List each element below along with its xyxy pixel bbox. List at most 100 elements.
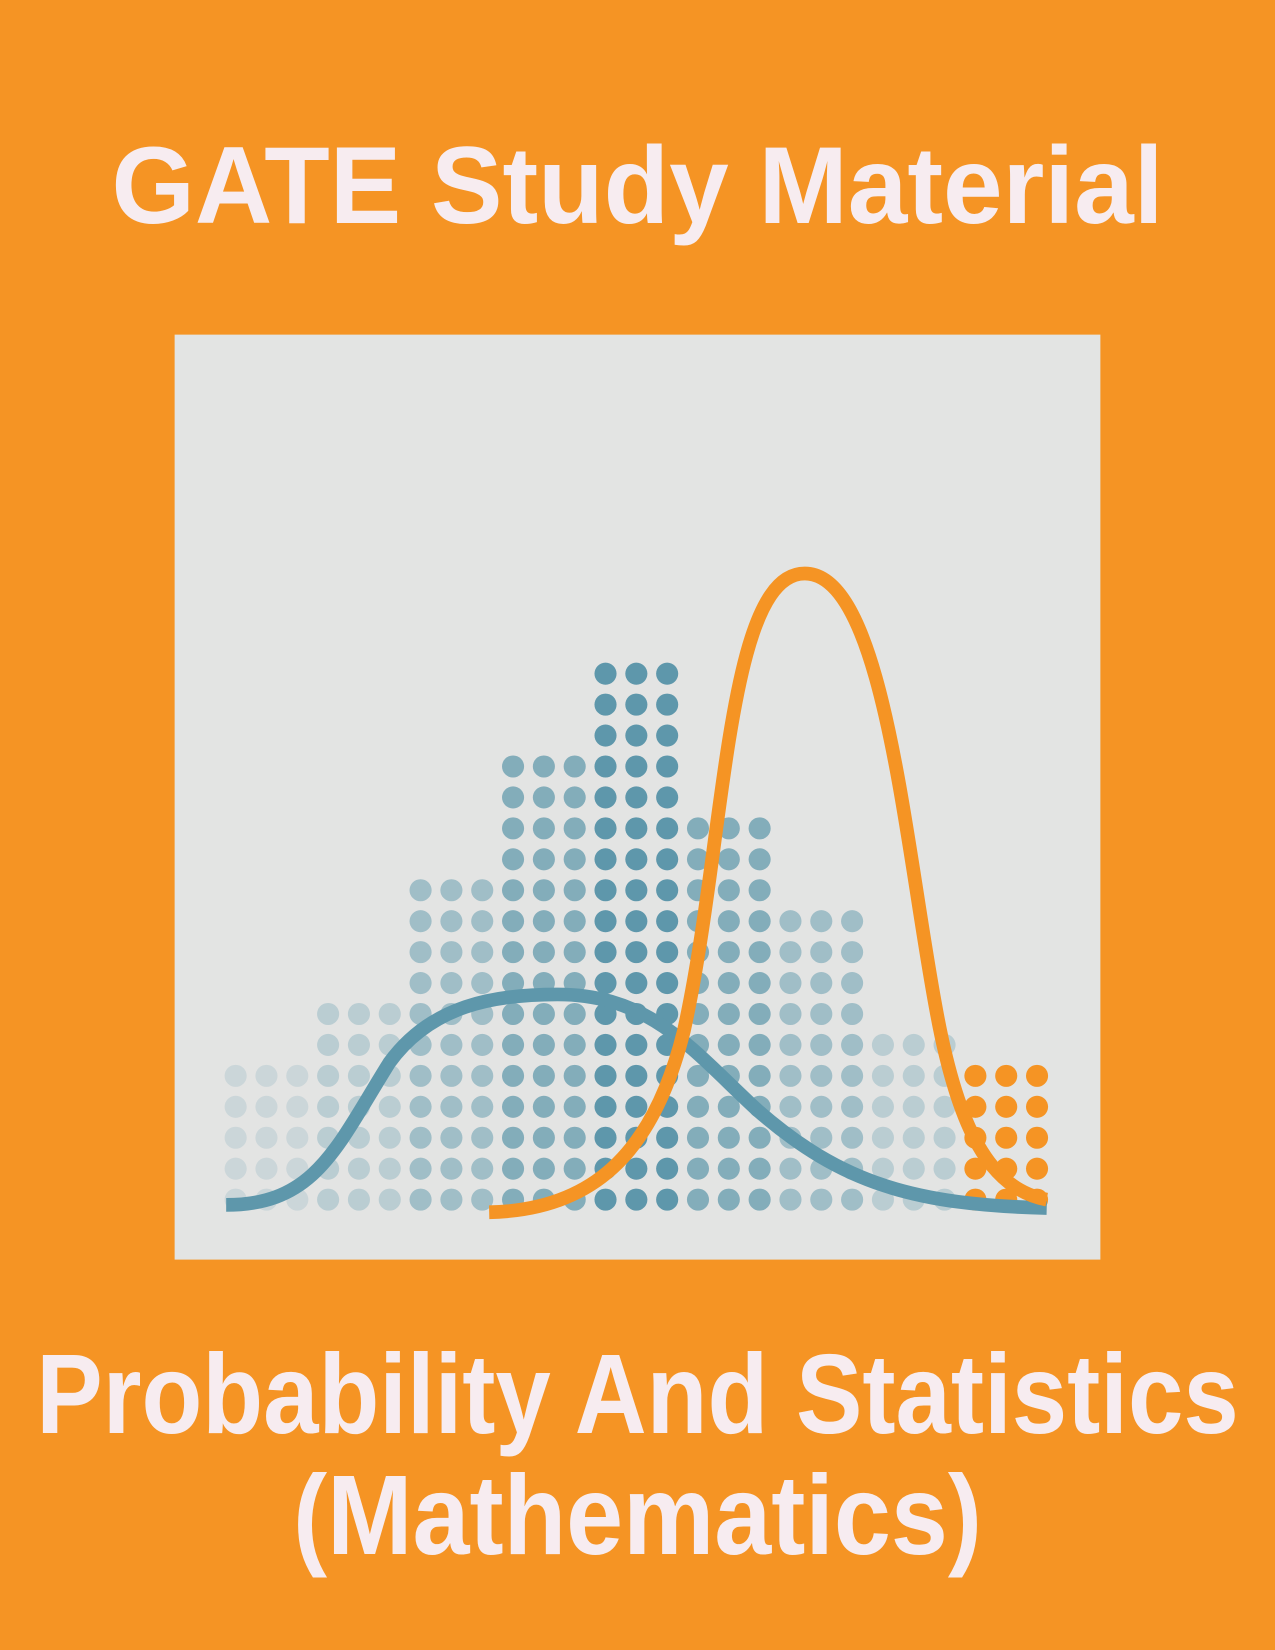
dot (502, 941, 525, 964)
dot (779, 1188, 802, 1211)
dot (656, 941, 679, 964)
dot (748, 848, 771, 871)
dot (347, 1064, 370, 1087)
dot (409, 1188, 432, 1211)
dot (224, 1126, 247, 1149)
dot (686, 1126, 710, 1149)
dot (255, 1095, 278, 1118)
dot (502, 817, 525, 840)
dot (717, 1157, 740, 1180)
dot (594, 755, 617, 778)
dot (378, 1002, 401, 1026)
dot (317, 1002, 340, 1026)
dot (748, 941, 771, 964)
dot (656, 755, 679, 778)
dot (748, 1002, 771, 1026)
dot (378, 1095, 401, 1118)
dot (656, 848, 679, 871)
dot (594, 848, 617, 871)
dot (686, 1188, 710, 1211)
dot (717, 1188, 740, 1211)
dot (748, 879, 771, 902)
dot (625, 910, 648, 933)
dot (440, 972, 463, 995)
dot (317, 1064, 340, 1087)
dot (378, 1126, 401, 1149)
dot (779, 910, 802, 933)
dot (594, 786, 617, 809)
dot (995, 1095, 1018, 1118)
dot (255, 1064, 278, 1087)
dot (625, 1033, 648, 1056)
dot (779, 1157, 802, 1180)
dot (594, 910, 617, 933)
dot-histogram (224, 662, 1049, 1211)
dot (594, 1188, 617, 1211)
dot (471, 879, 494, 902)
dot (532, 1002, 555, 1026)
dot (563, 786, 586, 809)
dot (933, 1126, 956, 1149)
dot (686, 1095, 710, 1118)
blue-curve (226, 987, 1047, 1215)
dot (471, 1188, 494, 1211)
dot (594, 941, 617, 964)
dot (656, 910, 679, 933)
dot (841, 1126, 864, 1149)
dot (748, 910, 771, 933)
dot (871, 1157, 894, 1180)
dot (347, 1188, 370, 1211)
dot (810, 972, 833, 995)
dot (810, 1064, 833, 1087)
dot (748, 817, 771, 840)
dot (347, 1002, 370, 1026)
dot (841, 910, 864, 933)
dot (563, 817, 586, 840)
dot (748, 1157, 771, 1180)
dot (779, 1002, 802, 1026)
dot (902, 1033, 925, 1056)
dot (656, 972, 679, 995)
dot (563, 879, 586, 902)
dot (810, 910, 833, 933)
dot (440, 941, 463, 964)
dot (409, 1095, 432, 1118)
dot (409, 1126, 432, 1149)
dot (532, 848, 555, 871)
dot (502, 848, 525, 871)
dot (440, 1188, 463, 1211)
dot (1025, 1095, 1049, 1118)
dot (1025, 1126, 1049, 1149)
dot (841, 1095, 864, 1118)
dot (625, 1064, 648, 1087)
dot (656, 1188, 679, 1211)
dot (563, 755, 586, 778)
dot (471, 1157, 494, 1180)
dot (871, 1126, 894, 1149)
dot (717, 1033, 740, 1056)
dot (563, 1126, 586, 1149)
dot (656, 879, 679, 902)
dot (409, 910, 432, 933)
dot (502, 786, 525, 809)
dot (841, 972, 864, 995)
dot (440, 879, 463, 902)
dot (594, 879, 617, 902)
dot (656, 693, 679, 716)
dot (871, 1064, 894, 1087)
dot (594, 1064, 617, 1087)
dot (779, 941, 802, 964)
dot (686, 1064, 710, 1087)
dot (563, 941, 586, 964)
dot (748, 972, 771, 995)
dot (502, 1126, 525, 1149)
subtitle-line: (Mathematics) (293, 1452, 982, 1579)
dot (717, 848, 740, 871)
dot (409, 879, 432, 902)
dot (902, 1064, 925, 1087)
dot (317, 1095, 340, 1118)
dot (625, 817, 648, 840)
dot (625, 786, 648, 809)
